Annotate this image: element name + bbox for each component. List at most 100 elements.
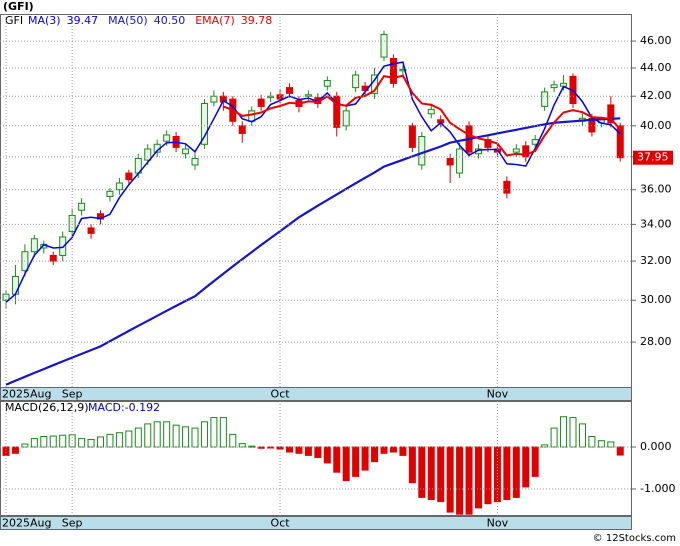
candle-body	[30, 238, 38, 253]
candle-body	[418, 136, 426, 166]
macd-bar	[163, 421, 171, 448]
indicator-line	[222, 74, 622, 157]
macd-bar	[342, 446, 350, 482]
candle-body	[78, 202, 86, 211]
x-tick-label: 2025Aug	[2, 388, 51, 401]
macd-bar	[465, 446, 473, 515]
macd-bar	[333, 446, 341, 473]
macd-title: MACD(26,12,9)	[5, 401, 89, 414]
macd-bar	[106, 433, 114, 448]
macd-bar	[512, 446, 520, 498]
y-tick-label: 30.00	[640, 293, 672, 306]
price-plot	[2, 30, 624, 386]
macd-bar	[11, 446, 19, 454]
y-tick-label: 34.00	[640, 217, 672, 230]
macd-bar	[210, 417, 218, 448]
candle-body	[456, 148, 464, 174]
y-tick-label: 32.00	[640, 254, 672, 267]
candle-body	[408, 125, 416, 148]
macd-panel	[0, 401, 632, 516]
macd-bar	[588, 435, 596, 448]
macd-bar	[475, 446, 482, 509]
candle-body	[342, 110, 350, 127]
macd-legend-value: MACD:-0.192	[88, 401, 160, 414]
macd-bar	[125, 430, 133, 448]
x-tick-label: Sep	[62, 517, 83, 530]
macd-bar	[569, 417, 577, 448]
last-price-label: 37.95	[637, 151, 669, 164]
macd-bar	[182, 426, 190, 448]
candle-body	[380, 34, 388, 58]
macd-bar	[286, 446, 293, 453]
legend-value: 39.78	[241, 14, 273, 27]
macd-bar	[352, 446, 360, 477]
candle-body	[550, 84, 558, 89]
macd-bar	[456, 446, 464, 515]
y-tick-label: 0.000	[640, 440, 672, 453]
macd-bar	[295, 446, 303, 454]
macd-bar	[219, 417, 227, 448]
y-tick-label: 36.00	[640, 183, 672, 196]
macd-bar	[550, 427, 558, 448]
candle-body	[182, 148, 190, 155]
y-tick-label: 46.00	[640, 34, 672, 47]
candle-body	[616, 125, 624, 159]
candle-body	[427, 108, 435, 115]
candle-body	[560, 82, 568, 87]
macd-bar	[484, 446, 492, 505]
candle-body	[11, 275, 19, 295]
macd-bar	[49, 435, 57, 448]
macd-bar	[200, 421, 208, 448]
y-tick-label: -1.000	[640, 482, 675, 495]
macd-bar	[87, 438, 95, 448]
macd-bar	[314, 446, 322, 458]
legend-label: MA(3)	[28, 14, 61, 27]
legend-label: EMA(7)	[195, 14, 235, 27]
macd-bar	[229, 433, 237, 448]
candle-body	[106, 190, 114, 197]
y-tick-label: 44.00	[640, 61, 672, 74]
candle-body	[503, 180, 511, 194]
legend-value: 39.47	[67, 14, 99, 27]
candle-body	[191, 158, 199, 166]
y-tick-label: 40.00	[640, 119, 672, 132]
candle-body	[541, 91, 549, 107]
macd-bar	[380, 446, 388, 454]
macd-bar	[437, 446, 445, 503]
candle-body	[68, 214, 76, 233]
candle-body	[59, 236, 67, 256]
macd-bar	[248, 445, 256, 448]
candle-body	[512, 148, 520, 153]
x-tick-label: 2025Aug	[2, 517, 51, 530]
candle-body	[210, 95, 218, 103]
last-price-tag	[633, 150, 673, 165]
macd-bar	[531, 446, 539, 477]
macd-bar	[522, 446, 530, 488]
macd-bar	[560, 416, 568, 448]
candle-body	[257, 98, 265, 107]
indicator-line	[5, 61, 621, 303]
candle-body	[115, 182, 123, 191]
macd-bar	[399, 446, 407, 456]
macd-bar	[153, 421, 161, 448]
macd-bar	[418, 446, 426, 498]
x-axis-band	[0, 387, 632, 401]
candle-body	[399, 68, 407, 72]
candle-body	[125, 172, 133, 181]
macd-bar	[191, 427, 199, 448]
candle-body	[276, 94, 284, 100]
chart-title: (GFI)	[3, 0, 34, 13]
x-tick-label: Oct	[271, 517, 291, 530]
macd-bar	[323, 446, 331, 464]
macd-bar	[238, 443, 246, 448]
credit: © 12Stocks.com	[593, 533, 676, 544]
macd-bar	[616, 446, 624, 456]
macd-bar	[503, 446, 511, 500]
legend-label: MA(50)	[108, 14, 148, 27]
y-tick-label: 28.00	[640, 335, 672, 348]
candle-body	[286, 87, 293, 94]
macd-bar	[389, 446, 397, 453]
candle-body	[304, 94, 312, 97]
x-tick-label: Nov	[487, 517, 509, 530]
y-tick-label: 42.00	[640, 89, 672, 102]
